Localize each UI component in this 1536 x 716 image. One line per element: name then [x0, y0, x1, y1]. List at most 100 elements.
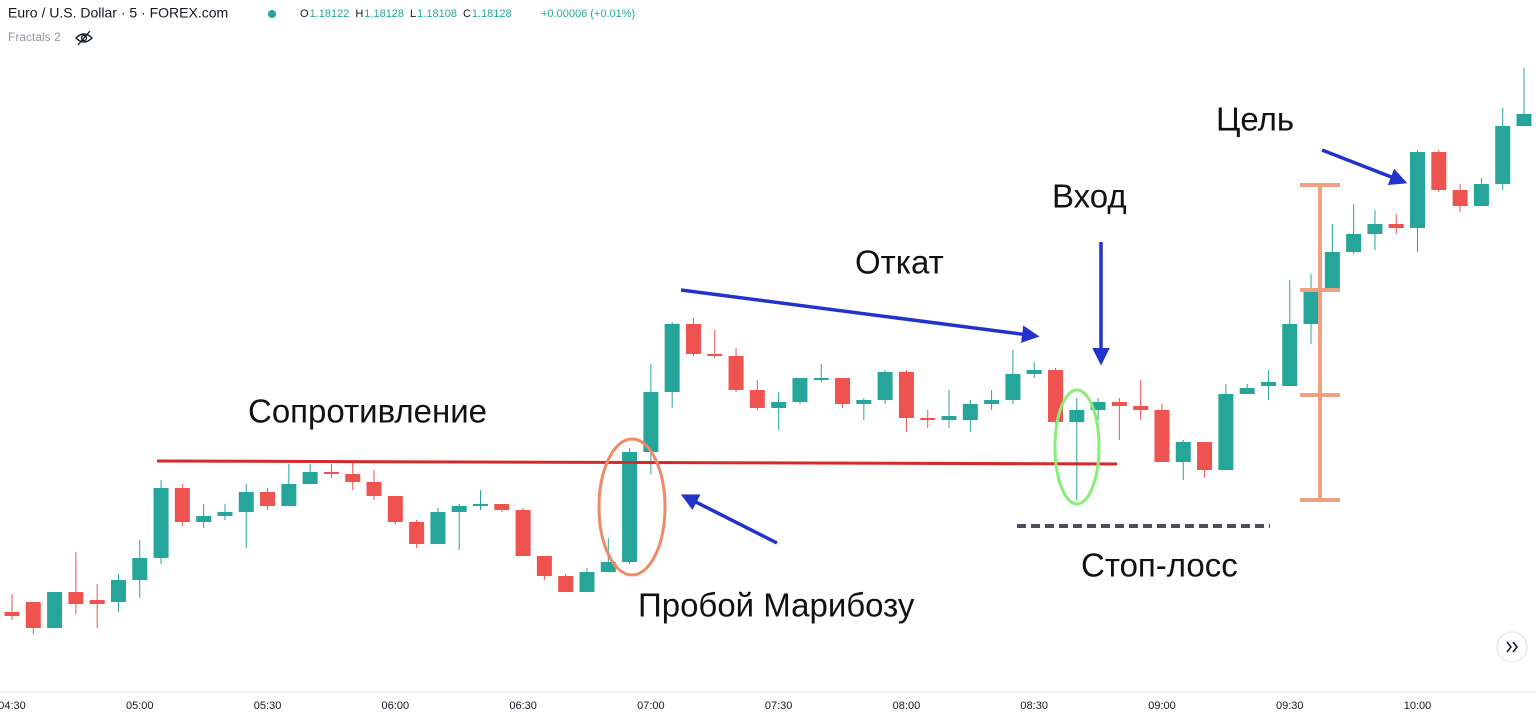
body: [707, 354, 723, 356]
body: [984, 400, 1000, 404]
body: [4, 612, 20, 616]
body: [1111, 402, 1127, 406]
body: [1239, 388, 1255, 394]
body: [1516, 114, 1532, 126]
body: [856, 400, 872, 404]
body: [749, 390, 765, 408]
indicator: Fractals 2: [8, 30, 61, 44]
symbol: Euro / U.S. Dollar · 5 · FOREX.com: [8, 5, 228, 21]
body: [1133, 406, 1149, 410]
body: [664, 324, 680, 392]
annotation: Откат: [855, 244, 944, 281]
body: [196, 516, 212, 522]
body: [387, 496, 403, 522]
body: [1154, 410, 1170, 462]
body: [68, 592, 84, 604]
body: [600, 562, 616, 572]
body: [323, 472, 339, 474]
body: [1069, 410, 1085, 422]
body: [835, 378, 851, 404]
body: [1431, 152, 1447, 190]
body: [515, 510, 531, 556]
body: [728, 356, 744, 390]
x-tick-label: 07:30: [765, 700, 793, 712]
x-tick-label: 06:30: [509, 700, 537, 712]
ohlc-label: O: [300, 8, 309, 20]
x-tick-label: 06:00: [382, 700, 410, 712]
body: [1282, 324, 1298, 386]
body: [260, 492, 276, 506]
annotation: Сопротивление: [248, 393, 487, 430]
x-tick-label: 07:00: [637, 700, 665, 712]
body: [366, 482, 382, 496]
ohlc-value: 1.18108: [417, 8, 457, 20]
body: [1410, 152, 1426, 228]
body: [494, 504, 510, 510]
x-axis: 04:30 05:00 05:30 06:00 06:30 07:00 07:30 08:00…: [0, 700, 1431, 712]
body: [25, 602, 41, 628]
body: [1197, 442, 1213, 470]
annotation: Вход: [1052, 178, 1127, 215]
body: [941, 416, 957, 420]
body: [685, 324, 701, 354]
body: [1175, 442, 1191, 462]
annotation: Цель: [1216, 101, 1294, 138]
body: [1047, 370, 1063, 422]
body: [1090, 402, 1106, 410]
body: [110, 580, 126, 602]
body: [622, 452, 638, 562]
body: [1324, 252, 1340, 290]
ohlc-label: L: [410, 8, 416, 20]
body: [1452, 190, 1468, 206]
candles: [4, 68, 1532, 634]
ohlc: O 1.18122 H 1.18128 L 1.18108 C 1.18128: [300, 8, 512, 20]
body: [89, 600, 105, 604]
x-tick-label: 09:30: [1276, 700, 1304, 712]
annotation: Пробой Марибозу: [638, 587, 915, 624]
body: [1367, 224, 1383, 234]
body: [579, 572, 595, 592]
body: [792, 378, 808, 402]
status-dot: [268, 10, 276, 18]
x-tick-label: 08:00: [893, 700, 921, 712]
x-tick-label: 05:30: [254, 700, 282, 712]
body: [898, 372, 914, 418]
x-tick-label: 09:00: [1148, 700, 1176, 712]
body: [1218, 394, 1234, 470]
hide-icon[interactable]: [75, 30, 93, 46]
body: [430, 512, 446, 544]
resistance-line: [156, 459, 1118, 466]
body: [962, 404, 978, 420]
annotation: Стоп-лосс: [1081, 547, 1238, 584]
body: [1005, 374, 1021, 400]
body: [1473, 184, 1489, 206]
scroll-button[interactable]: [1496, 631, 1528, 663]
ohlc-value: 1.18128: [364, 8, 404, 20]
body: [1346, 234, 1362, 252]
body: [920, 418, 936, 420]
body: [451, 506, 467, 512]
body: [132, 558, 148, 580]
target-measure: [1300, 183, 1340, 502]
body: [771, 402, 787, 408]
body: [1495, 126, 1511, 184]
body: [1026, 370, 1042, 374]
ohlc-label: H: [355, 8, 363, 20]
x-tick-label: 05:00: [126, 700, 154, 712]
body: [281, 484, 297, 506]
body: [238, 492, 254, 512]
body: [47, 592, 63, 628]
body: [217, 512, 233, 516]
change: +0.00006 (+0.01%): [541, 8, 635, 20]
body: [813, 378, 829, 380]
x-tick-label: 10:00: [1404, 700, 1432, 712]
arrows: [680, 148, 1408, 545]
entry-ellipse: [1053, 388, 1101, 506]
body: [473, 504, 489, 506]
body: [877, 372, 893, 400]
body: [643, 392, 659, 452]
body: [153, 488, 169, 558]
body: [1303, 290, 1319, 324]
breakout-ellipse: [597, 437, 667, 577]
